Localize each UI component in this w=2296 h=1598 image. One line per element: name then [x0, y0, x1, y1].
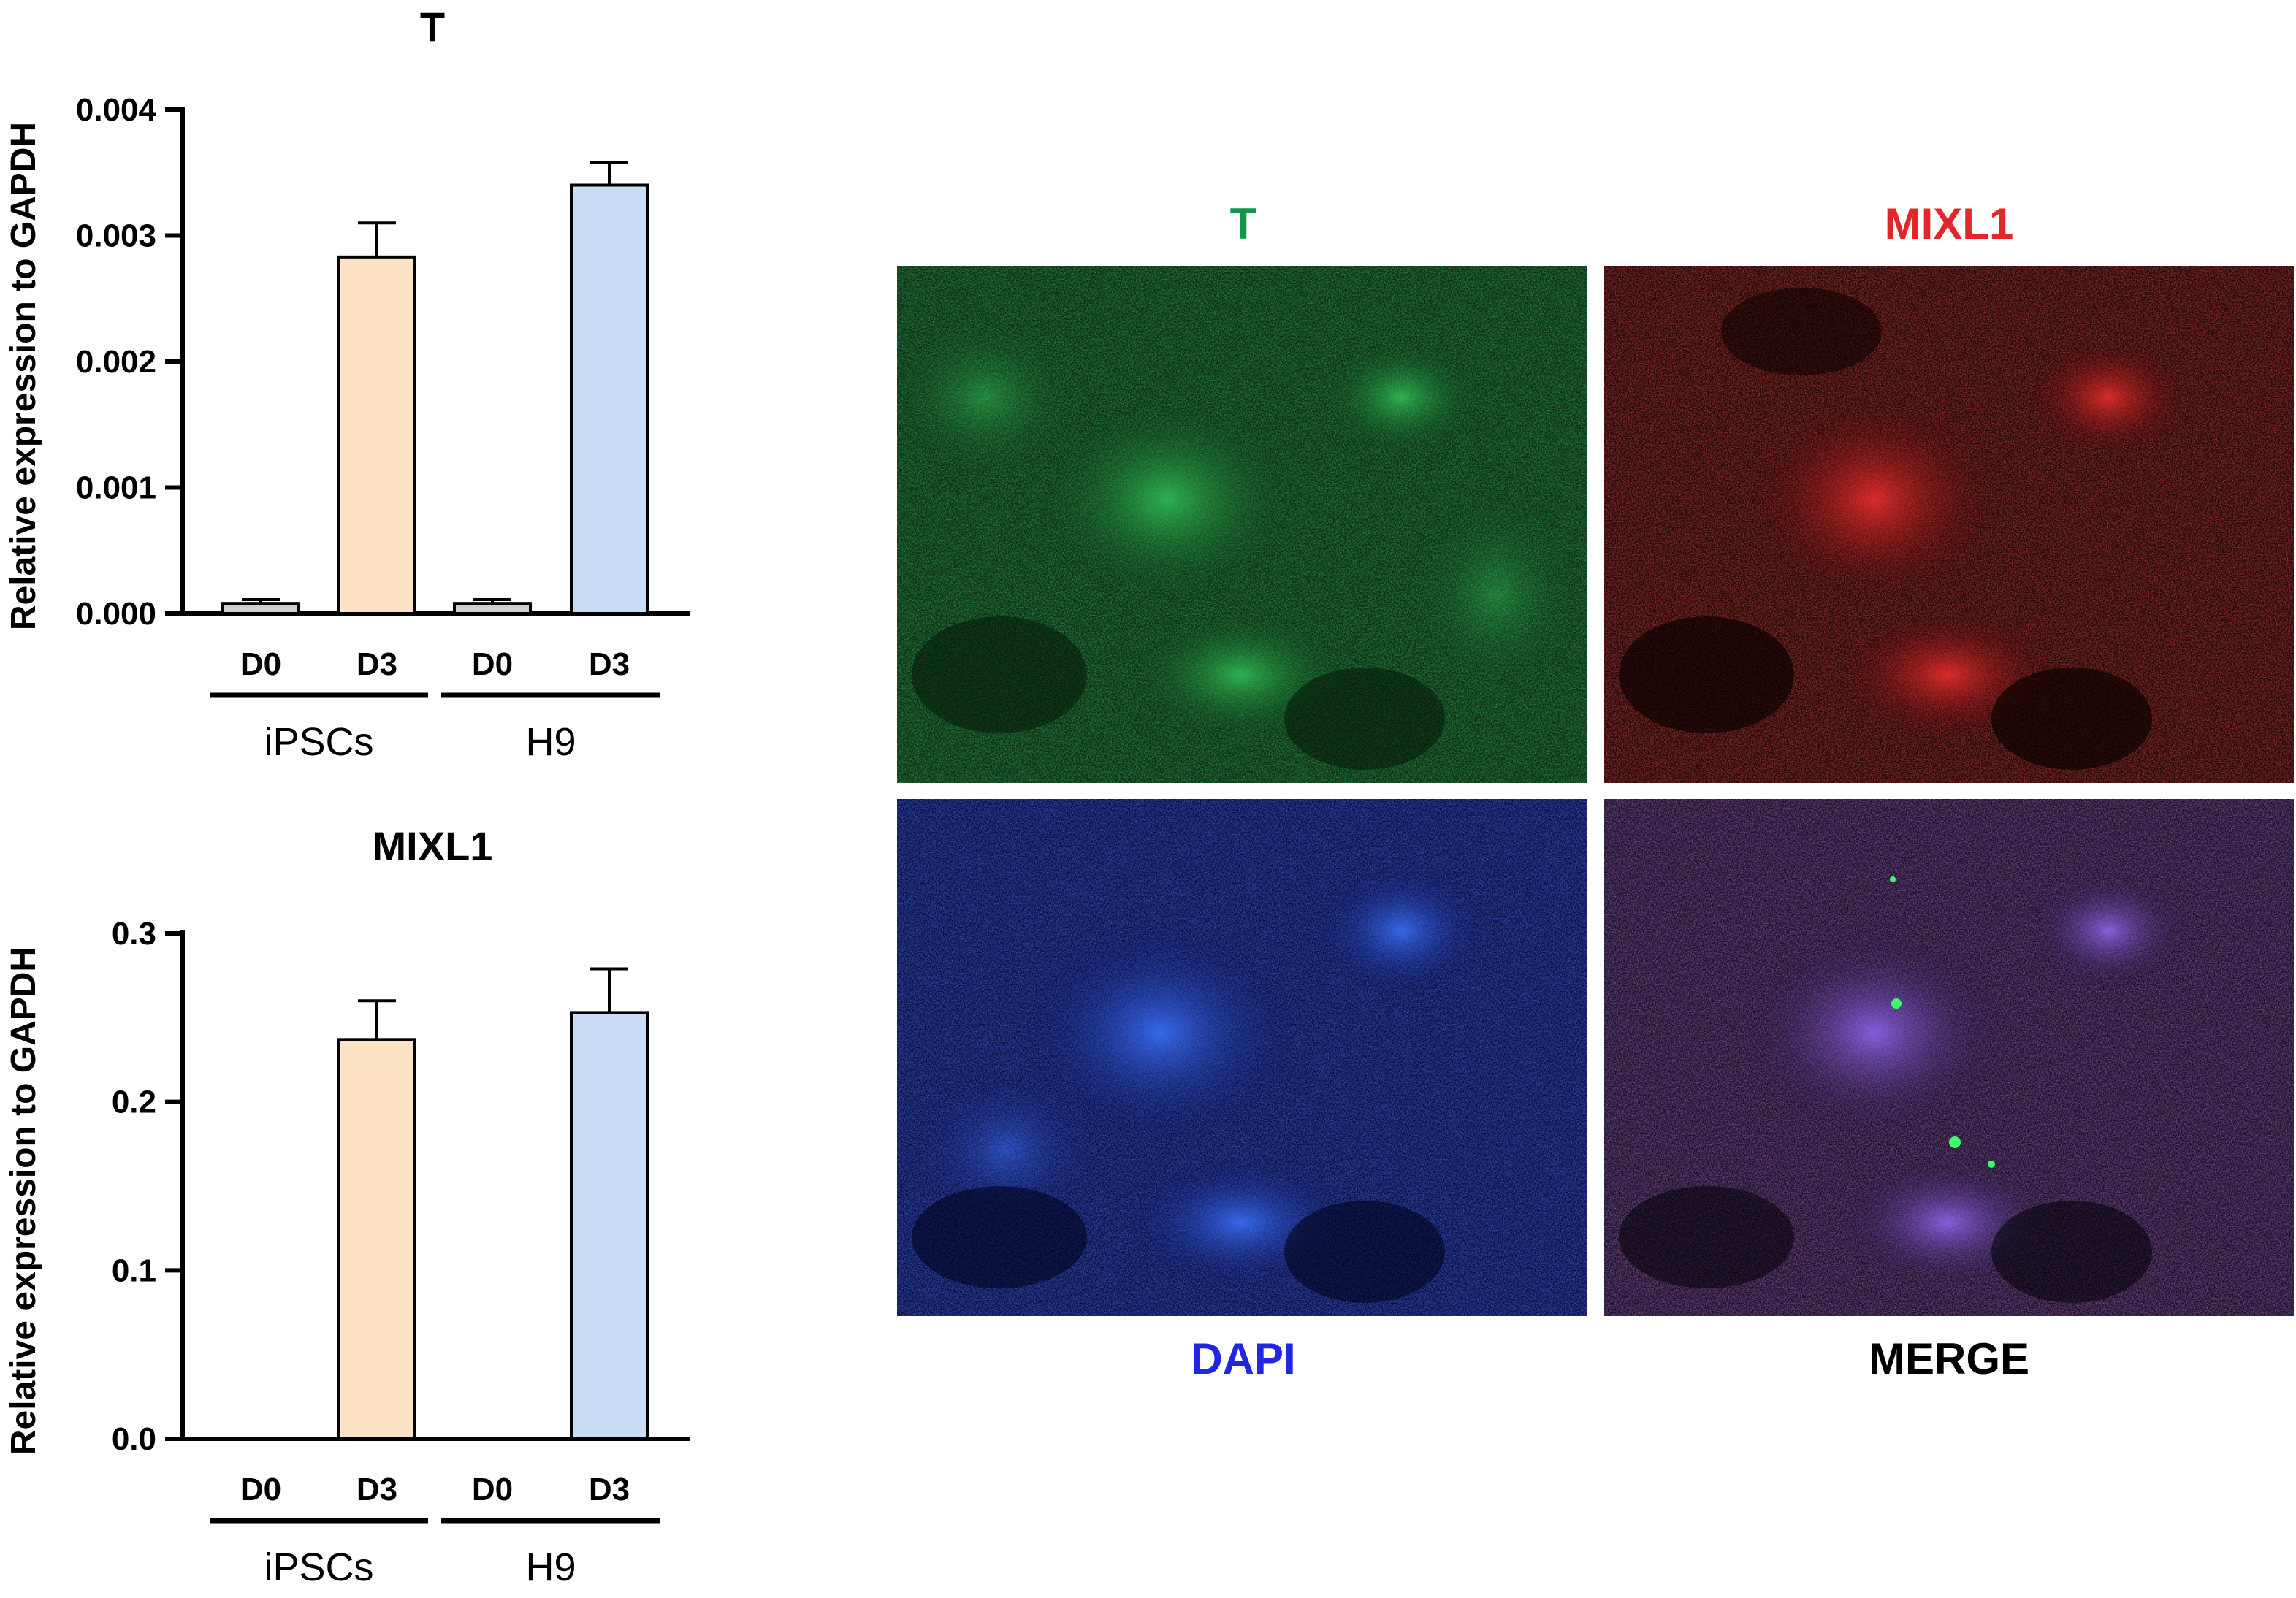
- chart-title: T: [420, 4, 445, 50]
- y-tick-label: 0.000: [76, 596, 156, 632]
- bar: [453, 602, 532, 616]
- bar: [570, 183, 649, 615]
- bar: [221, 602, 300, 616]
- group-label: iPSCs: [264, 720, 373, 764]
- mixl1-stain-label: MIXL1: [1884, 199, 2014, 248]
- dapi-stain-label: DAPI: [1191, 1334, 1296, 1383]
- chart-title: MIXL1: [373, 823, 493, 869]
- y-axis-label: Relative expression to GAPDH: [4, 947, 43, 1455]
- dapi-fluorescence-image: [897, 799, 1587, 1316]
- y-tick-label: 0.0: [112, 1421, 156, 1457]
- y-tick-label: 0.003: [76, 218, 156, 254]
- bar: [337, 1038, 416, 1440]
- category-label: D0: [472, 646, 513, 682]
- t-expression-chart: T Relative expression to GAPDH 0.000 0.001 0…: [4, 4, 690, 764]
- merge-label: MERGE: [1868, 1334, 2030, 1383]
- y-axis-label: Relative expression to GAPDH: [4, 122, 43, 630]
- y-tick-label: 0.2: [112, 1085, 156, 1120]
- mixl1-expression-chart: MIXL1 Relative expression to GAPDH 0.0 0.1 0…: [4, 823, 690, 1589]
- category-label: D3: [589, 646, 630, 682]
- category-label: D0: [240, 1472, 281, 1507]
- t-stain-label: T: [1229, 199, 1257, 248]
- category-label: D3: [589, 1472, 630, 1507]
- merge-fluorescence-image: [1604, 799, 2294, 1316]
- t-fluorescence-image: [897, 266, 1587, 783]
- category-label: D3: [356, 1472, 397, 1507]
- category-label: D3: [356, 646, 397, 682]
- category-label: D0: [472, 1472, 513, 1507]
- y-tick-label: 0.004: [76, 92, 157, 128]
- group-label: H9: [525, 720, 576, 764]
- y-tick-label: 0.001: [76, 470, 156, 506]
- mixl1-fluorescence-image: [1604, 266, 2294, 783]
- category-label: D0: [240, 646, 281, 682]
- y-tick-label: 0.1: [112, 1253, 156, 1288]
- group-label: H9: [525, 1545, 576, 1589]
- group-label: iPSCs: [264, 1545, 373, 1589]
- bar: [570, 1011, 649, 1440]
- y-tick-label: 0.3: [112, 916, 156, 952]
- y-tick-label: 0.002: [76, 344, 156, 380]
- bar: [337, 255, 416, 615]
